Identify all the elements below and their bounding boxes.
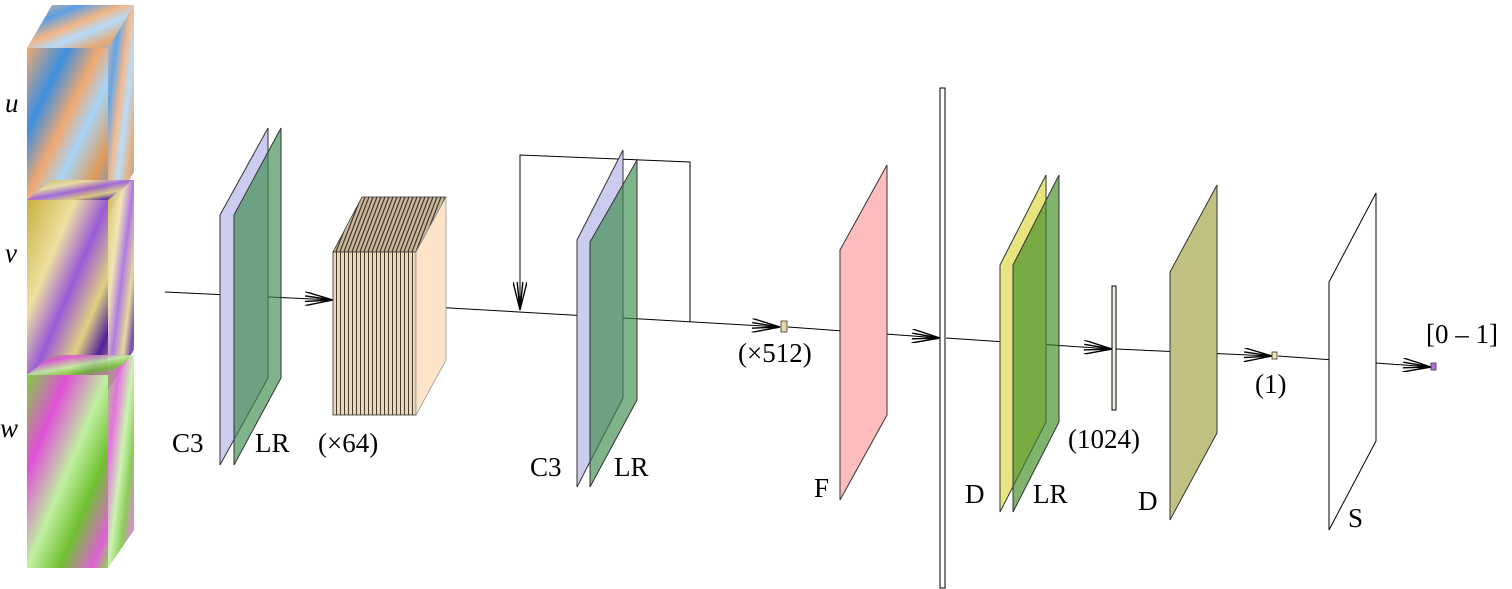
- label-c3-1: C3: [172, 428, 204, 458]
- label-dense-2: D: [1138, 486, 1158, 516]
- input-label-v: v: [5, 238, 17, 268]
- label-c3-2: C3: [530, 452, 562, 482]
- unit-cell-1: [1271, 351, 1278, 360]
- input-label-w: w: [0, 413, 18, 443]
- output-cell: [1430, 362, 1437, 371]
- sigmoid-layer: [1328, 192, 1377, 531]
- label-units-1024: (1024): [1068, 424, 1140, 454]
- residual-loop-arrow: [520, 154, 691, 322]
- label-lr-1: LR: [255, 428, 290, 458]
- label-features-64: (×64): [318, 428, 378, 458]
- input-cube-w: [27, 355, 134, 568]
- label-lr-3: LR: [1033, 479, 1068, 509]
- label-sigmoid: S: [1348, 503, 1363, 533]
- label-flatten: F: [814, 473, 829, 503]
- label-output-range: [0 – 1]: [1426, 319, 1498, 349]
- vector-bar-1024: [1111, 285, 1117, 411]
- flattened-vector-bar: [939, 87, 946, 589]
- dense-layer-2: [1169, 184, 1218, 521]
- leaky-relu-layer-1: [233, 127, 282, 466]
- feature-cell-512: [780, 320, 788, 333]
- label-dense-1: D: [965, 479, 985, 509]
- input-label-u: u: [5, 88, 19, 118]
- leaky-relu-layer-2: [589, 158, 638, 488]
- label-features-512: (×512): [738, 338, 812, 368]
- label-units-1: (1): [1255, 369, 1286, 399]
- feature-map-stack-64: [332, 196, 447, 416]
- flatten-layer: [839, 164, 888, 501]
- label-lr-2: LR: [614, 452, 649, 482]
- leaky-relu-layer-3: [1012, 174, 1060, 513]
